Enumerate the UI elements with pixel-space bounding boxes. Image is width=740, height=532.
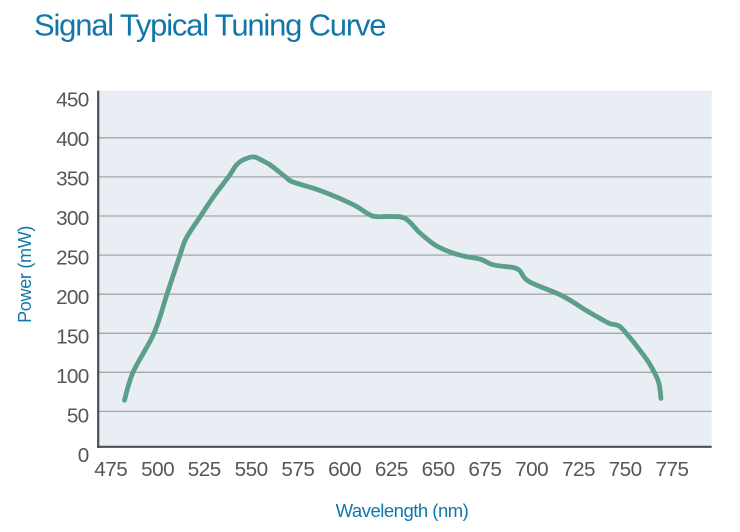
- svg-text:725: 725: [562, 458, 595, 481]
- svg-text:150: 150: [56, 326, 89, 349]
- svg-text:650: 650: [422, 458, 455, 481]
- svg-text:350: 350: [56, 168, 89, 191]
- svg-text:575: 575: [281, 458, 314, 481]
- svg-text:Signal Typical Tuning Curve: Signal Typical Tuning Curve: [34, 8, 385, 43]
- svg-text:Power (mW): Power (mW): [15, 226, 35, 323]
- svg-text:550: 550: [235, 458, 268, 481]
- svg-text:50: 50: [67, 405, 89, 428]
- svg-text:0: 0: [78, 444, 89, 467]
- svg-text:750: 750: [609, 458, 642, 481]
- svg-text:500: 500: [141, 458, 174, 481]
- svg-text:775: 775: [655, 458, 688, 481]
- svg-text:600: 600: [328, 458, 361, 481]
- svg-text:Wavelength (nm): Wavelength (nm): [336, 500, 469, 521]
- svg-text:475: 475: [94, 458, 127, 481]
- svg-text:300: 300: [56, 207, 89, 230]
- svg-text:700: 700: [515, 458, 548, 481]
- svg-text:625: 625: [375, 458, 408, 481]
- svg-text:450: 450: [56, 89, 89, 112]
- svg-text:525: 525: [188, 458, 221, 481]
- svg-text:250: 250: [56, 247, 89, 270]
- svg-text:675: 675: [468, 458, 501, 481]
- svg-text:200: 200: [56, 286, 89, 309]
- svg-text:100: 100: [56, 365, 89, 388]
- svg-text:400: 400: [56, 128, 89, 151]
